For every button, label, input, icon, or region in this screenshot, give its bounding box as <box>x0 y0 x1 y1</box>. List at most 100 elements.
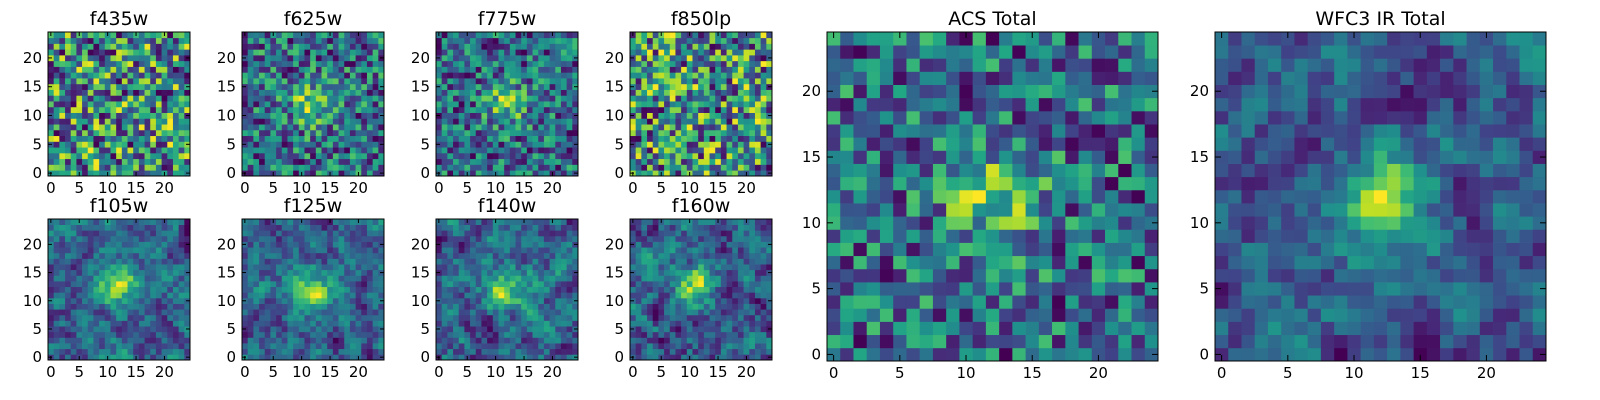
heatmap-cell <box>247 32 254 39</box>
heatmap-cell <box>498 281 505 288</box>
heatmap-cell <box>555 348 562 355</box>
heatmap-cell <box>355 275 362 282</box>
heatmap-cell <box>270 78 277 85</box>
heatmap-cell <box>652 32 659 39</box>
heatmap-cell <box>453 224 460 231</box>
heatmap-cell <box>464 135 471 142</box>
heatmap-cell <box>150 230 157 237</box>
heatmap-cell <box>116 337 123 344</box>
heatmap-cell <box>315 219 322 225</box>
heatmap-cell <box>732 281 739 288</box>
heatmap-cell <box>259 89 266 96</box>
heatmap-cell <box>355 78 362 85</box>
heatmap-cell <box>470 152 477 160</box>
heatmap-cell <box>150 106 157 113</box>
heatmap-cell <box>743 152 750 160</box>
heatmap-cell <box>658 95 665 102</box>
heatmap-cell <box>560 89 567 96</box>
heatmap-cell <box>441 95 448 102</box>
heatmap-cell <box>178 348 185 355</box>
heatmap-cell <box>178 230 185 237</box>
heatmap-cell <box>70 348 77 355</box>
heatmap-cell <box>447 337 454 344</box>
heatmap-cell <box>543 219 550 225</box>
heatmap-cell <box>76 141 83 148</box>
heatmap-cell <box>572 124 579 131</box>
heatmap-cell <box>270 247 277 254</box>
heatmap-cell <box>378 230 385 237</box>
heatmap-cell <box>481 101 488 108</box>
heatmap-cell <box>498 83 505 90</box>
heatmap-cell <box>669 158 676 165</box>
heatmap-cell <box>310 264 317 271</box>
heatmap-cell <box>87 78 94 85</box>
heatmap-cell <box>155 354 162 361</box>
heatmap-cell <box>549 164 556 171</box>
heatmap-cell <box>264 49 271 56</box>
heatmap-cell <box>99 224 106 231</box>
heatmap-cell <box>65 235 72 242</box>
heatmap-cell <box>144 235 151 242</box>
heatmap-cell <box>321 247 328 254</box>
y-tick-label: 10 <box>411 107 430 125</box>
heatmap-cell <box>481 303 488 310</box>
heatmap-cell <box>504 60 511 67</box>
heatmap-cell <box>48 337 55 344</box>
heatmap-cell <box>76 292 83 299</box>
heatmap-cell <box>48 37 55 44</box>
heatmap-cell <box>76 60 83 67</box>
heatmap-cell <box>178 95 185 102</box>
heatmap-cell <box>458 309 465 316</box>
heatmap-cell <box>155 286 162 293</box>
heatmap-cell <box>53 170 60 177</box>
heatmap-cell <box>59 106 66 113</box>
heatmap-cell <box>458 43 465 50</box>
heatmap-cell <box>82 83 89 90</box>
heatmap-cell <box>184 343 191 350</box>
heatmap-cell <box>532 106 539 113</box>
heatmap-cell <box>150 314 157 321</box>
heatmap-cell <box>349 78 356 85</box>
heatmap-cell <box>630 147 637 154</box>
heatmap-cell <box>355 286 362 293</box>
heatmap-cell <box>441 83 448 90</box>
heatmap-cell <box>481 224 488 231</box>
heatmap-cell <box>669 89 676 96</box>
heatmap-cell <box>144 337 151 344</box>
heatmap-cell <box>766 37 773 44</box>
heatmap-cell <box>138 354 145 361</box>
heatmap-cell <box>304 147 311 154</box>
heatmap-cell <box>436 264 443 271</box>
heatmap-cell <box>470 320 477 327</box>
heatmap-cell <box>737 124 744 131</box>
heatmap-cell <box>549 331 556 338</box>
heatmap-cell <box>464 37 471 44</box>
heatmap-cell <box>110 112 117 119</box>
heatmap-cell <box>538 297 545 304</box>
heatmap-cell <box>532 348 539 355</box>
heatmap-cell <box>121 135 128 142</box>
heatmap-cell <box>475 89 482 96</box>
heatmap-cell <box>321 241 328 248</box>
panel-title: f125w <box>284 195 343 217</box>
heatmap-cell <box>332 106 339 113</box>
heatmap-cell <box>133 275 140 282</box>
heatmap-cell <box>366 147 373 154</box>
heatmap-cell <box>304 152 311 160</box>
heatmap-cell <box>338 264 345 271</box>
heatmap-cell <box>441 32 448 39</box>
heatmap-cell <box>681 141 688 148</box>
heatmap-cell <box>566 320 573 327</box>
heatmap-cell <box>464 112 471 119</box>
heatmap-cell <box>242 135 249 142</box>
heatmap-cell <box>355 258 362 265</box>
heatmap-cell <box>538 83 545 90</box>
heatmap-cell <box>703 118 710 125</box>
heatmap-cell <box>144 354 151 361</box>
heatmap-cell <box>155 83 162 90</box>
heatmap-cell <box>515 286 522 293</box>
heatmap-cell <box>526 89 533 96</box>
y-tick-label: 15 <box>217 264 236 282</box>
heatmap-cell <box>481 326 488 333</box>
heatmap-cell <box>641 141 648 148</box>
